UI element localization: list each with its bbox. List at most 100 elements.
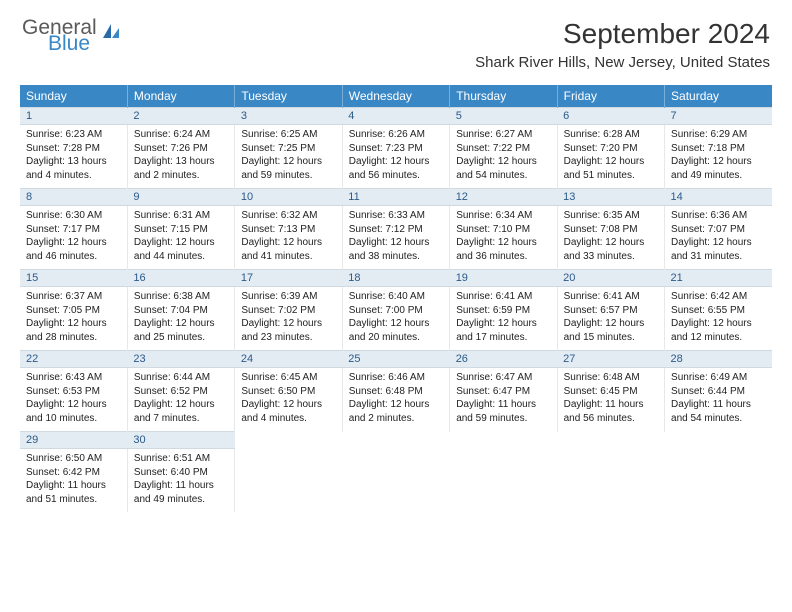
sunrise-text: Sunrise: 6:47 AM bbox=[456, 371, 550, 385]
sunset-text: Sunset: 7:12 PM bbox=[349, 223, 443, 237]
sunrise-text: Sunrise: 6:31 AM bbox=[134, 209, 228, 223]
day-cell: Sunrise: 6:41 AMSunset: 6:59 PMDaylight:… bbox=[450, 287, 557, 351]
sunrise-text: Sunrise: 6:36 AM bbox=[671, 209, 766, 223]
sunset-text: Sunset: 6:57 PM bbox=[564, 304, 658, 318]
sunrise-text: Sunrise: 6:28 AM bbox=[564, 128, 658, 142]
sunrise-text: Sunrise: 6:25 AM bbox=[241, 128, 335, 142]
calendar-row: Sunrise: 6:23 AMSunset: 7:28 PMDaylight:… bbox=[20, 125, 772, 189]
page-header: General Blue September 2024 Shark River … bbox=[0, 0, 792, 77]
weekday-header: Wednesday bbox=[342, 85, 449, 108]
sunrise-text: Sunrise: 6:40 AM bbox=[349, 290, 443, 304]
day-number: 22 bbox=[20, 351, 127, 368]
sunset-text: Sunset: 6:44 PM bbox=[671, 385, 766, 399]
sunrise-text: Sunrise: 6:23 AM bbox=[26, 128, 121, 142]
day-cell: Sunrise: 6:34 AMSunset: 7:10 PMDaylight:… bbox=[450, 206, 557, 270]
day-number: 4 bbox=[342, 108, 449, 125]
day-number: 20 bbox=[557, 270, 664, 287]
daylight-text: Daylight: 12 hours and 17 minutes. bbox=[456, 317, 550, 344]
day-number: 27 bbox=[557, 351, 664, 368]
weekday-header-row: Sunday Monday Tuesday Wednesday Thursday… bbox=[20, 85, 772, 108]
sunset-text: Sunset: 7:04 PM bbox=[134, 304, 228, 318]
weekday-header: Monday bbox=[127, 85, 234, 108]
sunrise-text: Sunrise: 6:41 AM bbox=[456, 290, 550, 304]
daylight-text: Daylight: 12 hours and 54 minutes. bbox=[456, 155, 550, 182]
title-block: September 2024 Shark River Hills, New Je… bbox=[475, 18, 770, 71]
sunset-text: Sunset: 7:02 PM bbox=[241, 304, 335, 318]
day-cell: Sunrise: 6:33 AMSunset: 7:12 PMDaylight:… bbox=[342, 206, 449, 270]
sunrise-text: Sunrise: 6:49 AM bbox=[671, 371, 766, 385]
day-cell: Sunrise: 6:49 AMSunset: 6:44 PMDaylight:… bbox=[665, 368, 772, 432]
daylight-text: Daylight: 12 hours and 4 minutes. bbox=[241, 398, 335, 425]
day-number: 8 bbox=[20, 189, 127, 206]
sunset-text: Sunset: 6:53 PM bbox=[26, 385, 121, 399]
daylight-text: Daylight: 12 hours and 33 minutes. bbox=[564, 236, 658, 263]
weekday-header: Saturday bbox=[665, 85, 772, 108]
sunset-text: Sunset: 7:00 PM bbox=[349, 304, 443, 318]
daylight-text: Daylight: 12 hours and 31 minutes. bbox=[671, 236, 766, 263]
sunrise-text: Sunrise: 6:27 AM bbox=[456, 128, 550, 142]
sunset-text: Sunset: 6:40 PM bbox=[134, 466, 228, 480]
day-number: 30 bbox=[127, 432, 234, 449]
day-number bbox=[342, 432, 449, 449]
day-cell: Sunrise: 6:36 AMSunset: 7:07 PMDaylight:… bbox=[665, 206, 772, 270]
day-cell bbox=[342, 449, 449, 513]
calendar-table: Sunday Monday Tuesday Wednesday Thursday… bbox=[20, 85, 772, 512]
day-number: 2 bbox=[127, 108, 234, 125]
sunset-text: Sunset: 7:26 PM bbox=[134, 142, 228, 156]
day-cell: Sunrise: 6:28 AMSunset: 7:20 PMDaylight:… bbox=[557, 125, 664, 189]
day-number bbox=[450, 432, 557, 449]
sunrise-text: Sunrise: 6:44 AM bbox=[134, 371, 228, 385]
sunset-text: Sunset: 6:42 PM bbox=[26, 466, 121, 480]
sunrise-text: Sunrise: 6:50 AM bbox=[26, 452, 121, 466]
sunrise-text: Sunrise: 6:29 AM bbox=[671, 128, 766, 142]
daynum-row: 891011121314 bbox=[20, 189, 772, 206]
day-cell: Sunrise: 6:50 AMSunset: 6:42 PMDaylight:… bbox=[20, 449, 127, 513]
day-cell: Sunrise: 6:39 AMSunset: 7:02 PMDaylight:… bbox=[235, 287, 342, 351]
sunset-text: Sunset: 7:18 PM bbox=[671, 142, 766, 156]
sunrise-text: Sunrise: 6:30 AM bbox=[26, 209, 121, 223]
sunrise-text: Sunrise: 6:39 AM bbox=[241, 290, 335, 304]
daylight-text: Daylight: 11 hours and 56 minutes. bbox=[564, 398, 658, 425]
daylight-text: Daylight: 12 hours and 46 minutes. bbox=[26, 236, 121, 263]
day-number: 23 bbox=[127, 351, 234, 368]
weekday-header: Tuesday bbox=[235, 85, 342, 108]
sunrise-text: Sunrise: 6:37 AM bbox=[26, 290, 121, 304]
daylight-text: Daylight: 12 hours and 28 minutes. bbox=[26, 317, 121, 344]
sunset-text: Sunset: 6:59 PM bbox=[456, 304, 550, 318]
day-cell: Sunrise: 6:23 AMSunset: 7:28 PMDaylight:… bbox=[20, 125, 127, 189]
day-cell: Sunrise: 6:48 AMSunset: 6:45 PMDaylight:… bbox=[557, 368, 664, 432]
day-number: 3 bbox=[235, 108, 342, 125]
sunset-text: Sunset: 6:50 PM bbox=[241, 385, 335, 399]
sunset-text: Sunset: 7:20 PM bbox=[564, 142, 658, 156]
day-cell bbox=[235, 449, 342, 513]
day-cell: Sunrise: 6:41 AMSunset: 6:57 PMDaylight:… bbox=[557, 287, 664, 351]
sunset-text: Sunset: 7:25 PM bbox=[241, 142, 335, 156]
sunset-text: Sunset: 7:07 PM bbox=[671, 223, 766, 237]
day-cell: Sunrise: 6:47 AMSunset: 6:47 PMDaylight:… bbox=[450, 368, 557, 432]
sunrise-text: Sunrise: 6:35 AM bbox=[564, 209, 658, 223]
day-cell bbox=[557, 449, 664, 513]
calendar-row: Sunrise: 6:30 AMSunset: 7:17 PMDaylight:… bbox=[20, 206, 772, 270]
day-cell: Sunrise: 6:45 AMSunset: 6:50 PMDaylight:… bbox=[235, 368, 342, 432]
sunrise-text: Sunrise: 6:32 AM bbox=[241, 209, 335, 223]
day-number: 6 bbox=[557, 108, 664, 125]
day-cell: Sunrise: 6:32 AMSunset: 7:13 PMDaylight:… bbox=[235, 206, 342, 270]
sunrise-text: Sunrise: 6:26 AM bbox=[349, 128, 443, 142]
day-number: 13 bbox=[557, 189, 664, 206]
daylight-text: Daylight: 12 hours and 41 minutes. bbox=[241, 236, 335, 263]
daylight-text: Daylight: 12 hours and 2 minutes. bbox=[349, 398, 443, 425]
day-cell: Sunrise: 6:29 AMSunset: 7:18 PMDaylight:… bbox=[665, 125, 772, 189]
sunrise-text: Sunrise: 6:41 AM bbox=[564, 290, 658, 304]
day-number: 12 bbox=[450, 189, 557, 206]
daylight-text: Daylight: 13 hours and 4 minutes. bbox=[26, 155, 121, 182]
sunrise-text: Sunrise: 6:42 AM bbox=[671, 290, 766, 304]
calendar-row: Sunrise: 6:50 AMSunset: 6:42 PMDaylight:… bbox=[20, 449, 772, 513]
daylight-text: Daylight: 12 hours and 10 minutes. bbox=[26, 398, 121, 425]
sunset-text: Sunset: 6:55 PM bbox=[671, 304, 766, 318]
month-title: September 2024 bbox=[475, 18, 770, 50]
day-number: 21 bbox=[665, 270, 772, 287]
daylight-text: Daylight: 12 hours and 51 minutes. bbox=[564, 155, 658, 182]
day-cell bbox=[665, 449, 772, 513]
daylight-text: Daylight: 12 hours and 44 minutes. bbox=[134, 236, 228, 263]
sunset-text: Sunset: 7:13 PM bbox=[241, 223, 335, 237]
